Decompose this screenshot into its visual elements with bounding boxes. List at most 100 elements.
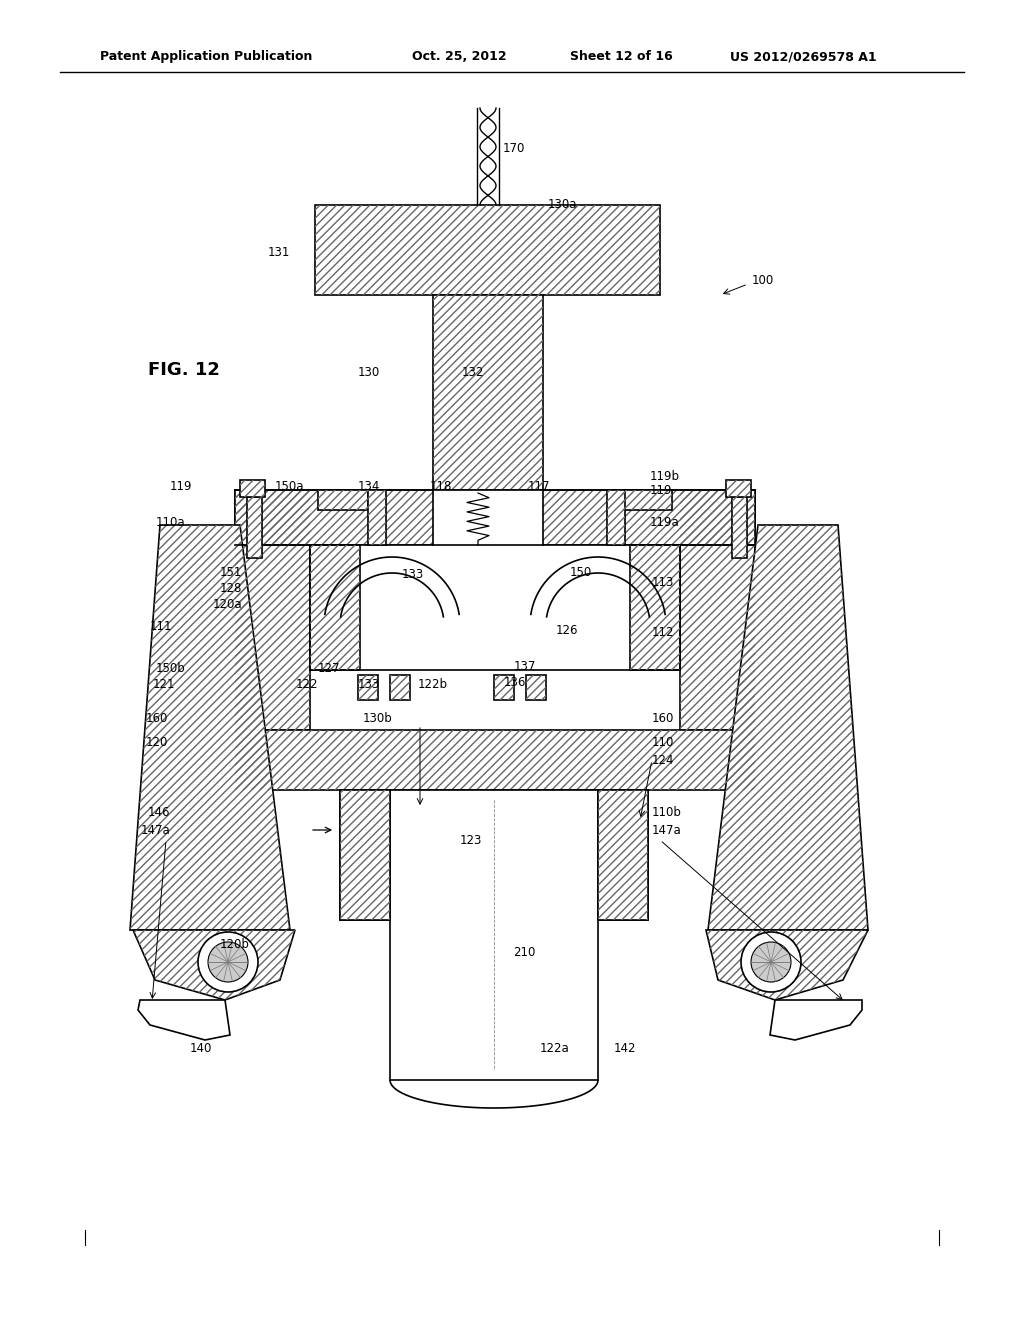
Text: 100: 100 bbox=[752, 273, 774, 286]
Text: 111: 111 bbox=[150, 620, 172, 634]
Text: 124: 124 bbox=[652, 754, 675, 767]
Text: 151: 151 bbox=[219, 565, 242, 578]
Circle shape bbox=[751, 942, 791, 982]
Text: 170: 170 bbox=[503, 141, 525, 154]
Text: 119a: 119a bbox=[650, 516, 680, 528]
Text: 150: 150 bbox=[570, 565, 592, 578]
Text: 146: 146 bbox=[147, 805, 170, 818]
Text: 133: 133 bbox=[401, 569, 424, 582]
Bar bbox=[310, 545, 360, 671]
Bar bbox=[358, 675, 378, 700]
Text: 136: 136 bbox=[504, 676, 526, 689]
Text: 132: 132 bbox=[462, 367, 484, 380]
Bar bbox=[622, 490, 672, 510]
Bar bbox=[526, 675, 546, 700]
Text: 160: 160 bbox=[652, 711, 675, 725]
Text: 126: 126 bbox=[556, 623, 579, 636]
Bar bbox=[680, 490, 755, 730]
Text: 110b: 110b bbox=[652, 805, 682, 818]
Bar bbox=[234, 490, 310, 730]
Bar bbox=[247, 498, 262, 558]
Text: 142: 142 bbox=[614, 1041, 637, 1055]
Text: 160: 160 bbox=[145, 711, 168, 725]
Text: 122b: 122b bbox=[418, 678, 449, 692]
Text: 119: 119 bbox=[650, 484, 673, 498]
Text: 140: 140 bbox=[189, 1041, 212, 1055]
Text: 119b: 119b bbox=[650, 470, 680, 483]
Bar bbox=[526, 675, 546, 700]
Bar bbox=[340, 789, 390, 920]
Circle shape bbox=[741, 932, 801, 993]
Bar bbox=[607, 490, 625, 545]
Bar bbox=[433, 294, 543, 545]
Text: 113: 113 bbox=[652, 576, 675, 589]
Bar bbox=[234, 490, 755, 545]
Bar bbox=[315, 205, 660, 294]
Bar bbox=[240, 480, 265, 498]
Bar bbox=[598, 789, 648, 920]
Text: 134: 134 bbox=[357, 480, 380, 494]
Bar bbox=[368, 490, 386, 545]
Circle shape bbox=[198, 932, 258, 993]
Bar bbox=[315, 205, 660, 294]
Text: 112: 112 bbox=[652, 627, 675, 639]
Text: 110: 110 bbox=[652, 735, 675, 748]
Text: 210: 210 bbox=[514, 945, 536, 958]
Text: Patent Application Publication: Patent Application Publication bbox=[100, 50, 312, 63]
Text: 123: 123 bbox=[460, 833, 482, 846]
Bar bbox=[340, 789, 648, 920]
Text: 137: 137 bbox=[514, 660, 537, 673]
Bar bbox=[680, 490, 755, 730]
Bar bbox=[310, 545, 360, 671]
Bar bbox=[310, 545, 680, 671]
Polygon shape bbox=[138, 1001, 230, 1040]
Polygon shape bbox=[706, 931, 868, 1001]
Polygon shape bbox=[770, 1001, 862, 1040]
Text: 120b: 120b bbox=[220, 939, 250, 952]
Bar bbox=[726, 480, 751, 498]
Bar bbox=[240, 480, 265, 498]
Text: Oct. 25, 2012: Oct. 25, 2012 bbox=[412, 50, 507, 63]
Bar bbox=[494, 675, 514, 700]
Text: 128: 128 bbox=[219, 582, 242, 594]
Text: 120: 120 bbox=[145, 735, 168, 748]
Text: 110a: 110a bbox=[156, 516, 185, 528]
Bar bbox=[433, 294, 543, 545]
Bar bbox=[318, 490, 368, 510]
Polygon shape bbox=[130, 525, 290, 931]
Text: Sheet 12 of 16: Sheet 12 of 16 bbox=[570, 50, 673, 63]
Bar bbox=[234, 730, 755, 789]
Bar bbox=[494, 675, 514, 700]
Circle shape bbox=[208, 942, 248, 982]
Bar bbox=[340, 789, 390, 920]
Text: FIG. 12: FIG. 12 bbox=[148, 360, 220, 379]
Text: US 2012/0269578 A1: US 2012/0269578 A1 bbox=[730, 50, 877, 63]
Bar bbox=[607, 490, 625, 545]
Text: 147a: 147a bbox=[140, 824, 170, 837]
Bar bbox=[247, 498, 262, 558]
Text: 118: 118 bbox=[430, 480, 452, 494]
Polygon shape bbox=[708, 525, 868, 931]
Text: 117: 117 bbox=[528, 480, 551, 494]
Polygon shape bbox=[133, 931, 295, 1001]
Bar bbox=[234, 730, 755, 789]
Text: 131: 131 bbox=[267, 246, 290, 259]
Text: 127: 127 bbox=[317, 661, 340, 675]
Bar bbox=[726, 480, 751, 498]
Text: 130b: 130b bbox=[362, 711, 392, 725]
Bar bbox=[630, 545, 680, 671]
Bar bbox=[358, 675, 378, 700]
Bar bbox=[318, 490, 368, 510]
Text: 150b: 150b bbox=[156, 661, 185, 675]
Bar bbox=[630, 545, 680, 671]
Bar bbox=[234, 490, 755, 545]
Text: 121: 121 bbox=[153, 678, 175, 692]
Bar bbox=[390, 789, 598, 1080]
Bar bbox=[390, 675, 410, 700]
Text: 133: 133 bbox=[358, 678, 380, 692]
Bar bbox=[433, 490, 543, 545]
Text: 120a: 120a bbox=[212, 598, 242, 610]
Text: 150a: 150a bbox=[274, 480, 304, 494]
Bar bbox=[732, 498, 746, 558]
Text: 122: 122 bbox=[296, 678, 318, 692]
